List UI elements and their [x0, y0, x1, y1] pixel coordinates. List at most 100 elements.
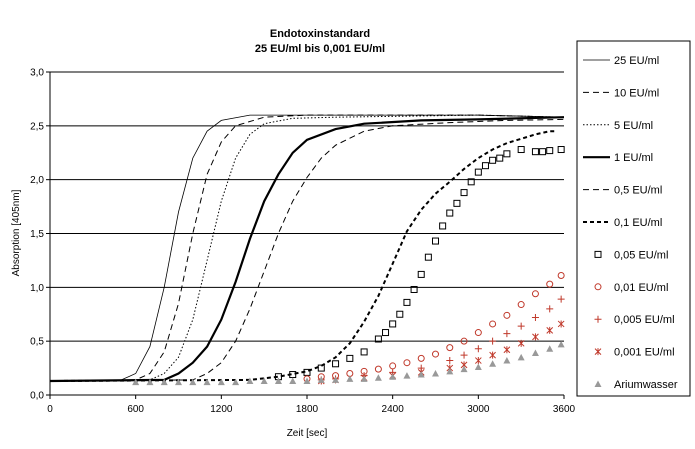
data-point — [403, 298, 411, 306]
legend-item: 0,05 EU/ml — [594, 249, 668, 261]
legend-label: 0,005 EU/ml — [614, 314, 675, 326]
legend-swatch — [594, 283, 602, 291]
legend-swatch — [594, 315, 602, 323]
data-point — [274, 377, 282, 385]
data-point — [503, 311, 511, 319]
data-point — [517, 301, 525, 309]
data-point — [232, 378, 240, 386]
data-point — [460, 189, 468, 197]
y-tick-label: 1,5 — [30, 229, 44, 240]
data-point — [489, 337, 497, 345]
legend-label: 0,001 EU/ml — [614, 347, 675, 359]
series-7 — [303, 271, 565, 383]
data-point — [531, 349, 539, 357]
data-point — [460, 365, 468, 373]
data-point — [203, 378, 211, 386]
data-point — [474, 363, 482, 371]
data-point — [317, 364, 325, 372]
data-point — [160, 378, 168, 386]
data-point — [189, 378, 197, 386]
data-point — [396, 310, 404, 318]
data-point — [496, 154, 504, 162]
data-point — [546, 326, 554, 334]
legend-label: 25 EU/ml — [614, 55, 659, 67]
data-point — [432, 369, 439, 377]
data-point — [389, 320, 397, 328]
data-point — [403, 359, 411, 367]
series-1 — [49, 114, 565, 382]
data-point — [389, 373, 397, 380]
data-point — [360, 375, 368, 382]
data-point — [389, 362, 397, 370]
legend-swatch — [594, 250, 602, 258]
legend-label: 10 EU/ml — [614, 87, 659, 99]
series-line — [49, 130, 557, 382]
data-point — [489, 156, 497, 164]
data-point — [557, 146, 565, 154]
data-point — [460, 351, 468, 359]
data-point — [531, 313, 539, 321]
chart-subtitle: 25 EU/ml bis 0,001 EU/ml — [255, 43, 385, 55]
series-5 — [49, 130, 557, 382]
data-point — [503, 150, 511, 158]
data-point — [474, 168, 482, 176]
data-point — [474, 329, 482, 337]
data-point — [374, 335, 382, 343]
data-point — [346, 375, 354, 382]
legend-item: Ariumwasser — [594, 379, 678, 391]
data-point — [531, 290, 539, 298]
data-point — [557, 340, 565, 348]
x-tick-label: 3000 — [467, 404, 490, 415]
legend-swatch — [594, 380, 602, 387]
data-point — [246, 377, 254, 385]
data-point — [446, 344, 454, 352]
y-tick-label: 2,5 — [30, 121, 44, 132]
series-6 — [274, 146, 565, 381]
data-point — [332, 376, 340, 383]
series-line — [49, 114, 565, 382]
series-3 — [49, 116, 565, 383]
legend-item: 0,005 EU/ml — [594, 314, 675, 326]
data-point — [467, 178, 475, 186]
data-point — [532, 333, 539, 341]
data-point — [403, 372, 411, 379]
legend-item: 0,1 EU/ml — [583, 217, 662, 229]
data-point — [557, 271, 565, 279]
data-point — [439, 222, 447, 230]
data-point — [489, 360, 497, 367]
data-point — [446, 367, 454, 375]
data-point — [489, 320, 497, 328]
x-tick-label: 0 — [47, 404, 53, 415]
data-point — [474, 345, 482, 353]
tick-labels: 0,0 0,5 1,0 1,5 2,0 2,5 3,0 0 600 1200 1800 2400 300… — [30, 68, 575, 416]
data-point — [539, 148, 547, 156]
legend-label: 0,5 EU/ml — [614, 185, 662, 197]
grid-lines — [50, 71, 564, 342]
data-point — [260, 377, 268, 385]
data-point — [374, 374, 382, 381]
data-point — [317, 376, 325, 383]
legend-box — [576, 40, 691, 397]
x-tick-label: 1800 — [296, 404, 319, 415]
data-point — [146, 378, 154, 386]
data-point — [503, 330, 511, 338]
series-8 — [317, 295, 565, 384]
legend-item: 1 EU/ml — [583, 152, 653, 164]
series-line — [49, 116, 565, 383]
data-point — [503, 346, 511, 354]
data-point — [489, 351, 496, 359]
legend-item: 0,01 EU/ml — [594, 282, 668, 294]
data-point — [481, 162, 489, 170]
data-point — [453, 199, 461, 207]
series-9 — [317, 320, 565, 385]
y-axis-label: Absorption [405nm] — [11, 189, 22, 276]
data-point — [303, 377, 311, 385]
data-point — [132, 378, 140, 386]
data-point — [382, 329, 390, 337]
data-point — [557, 295, 565, 303]
data-point — [424, 253, 432, 261]
legend-label: 1 EU/ml — [614, 152, 653, 164]
y-tick-label: 3,0 — [30, 68, 44, 79]
data-point — [360, 348, 368, 356]
